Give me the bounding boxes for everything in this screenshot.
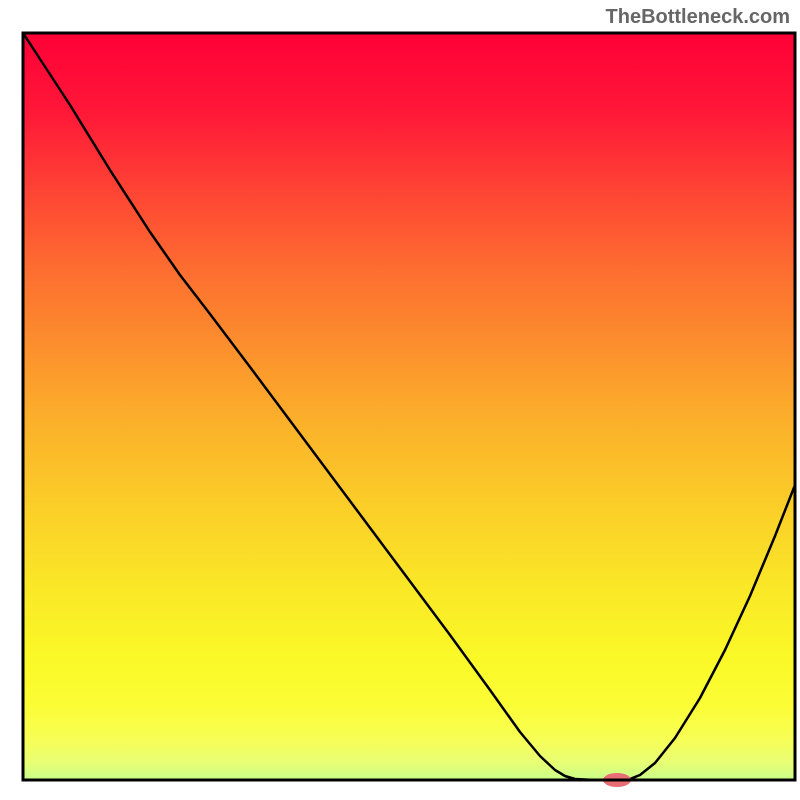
chart-container: TheBottleneck.com	[0, 0, 800, 800]
gradient-background	[23, 33, 800, 800]
watermark-text: TheBottleneck.com	[606, 6, 790, 29]
plot-area	[0, 0, 800, 800]
chart-svg	[0, 0, 800, 800]
